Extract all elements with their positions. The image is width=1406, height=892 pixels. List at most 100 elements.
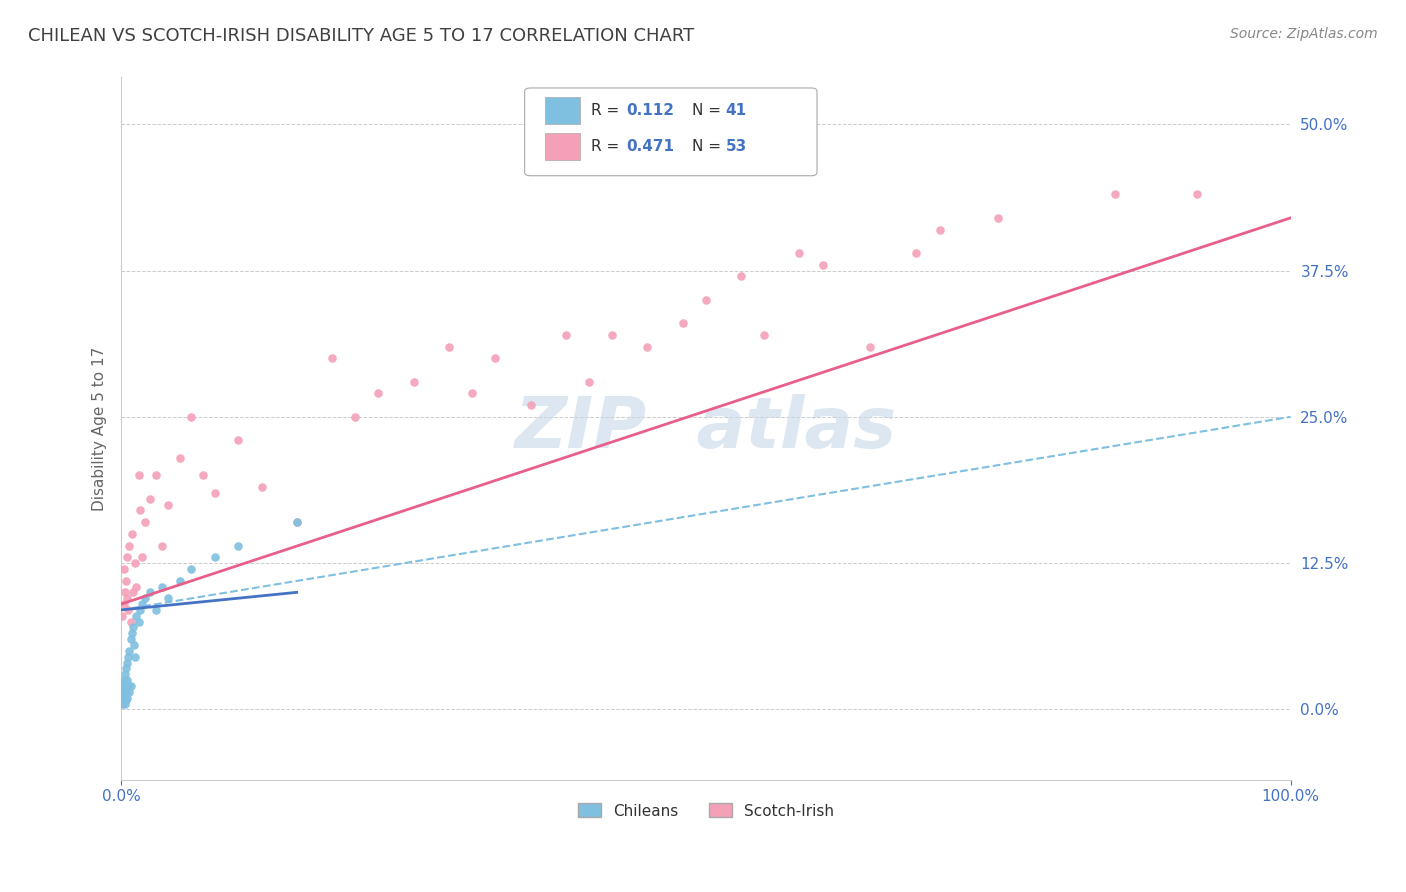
Y-axis label: Disability Age 5 to 17: Disability Age 5 to 17 (93, 346, 107, 510)
Point (122, 620, 145, 634)
Point (128, 468, 150, 483)
Point (139, 585, 162, 599)
Point (250, 480, 273, 494)
Text: N =: N = (692, 139, 725, 154)
Point (145, 603, 167, 617)
Point (285, 515, 308, 529)
Point (671, 316, 693, 330)
Text: Source: ZipAtlas.com: Source: ZipAtlas.com (1230, 27, 1378, 41)
Point (115, 685, 138, 699)
Point (367, 386, 389, 401)
Text: 53: 53 (725, 139, 747, 154)
Point (180, 562, 202, 576)
Point (285, 515, 308, 529)
Text: R =: R = (592, 103, 624, 118)
Point (111, 690, 134, 705)
Point (114, 667, 136, 681)
Point (204, 550, 226, 565)
Point (117, 603, 139, 617)
Point (156, 591, 179, 606)
Point (115, 591, 138, 606)
Point (115, 574, 138, 588)
Text: CHILEAN VS SCOTCH-IRISH DISABILITY AGE 5 TO 17 CORRELATION CHART: CHILEAN VS SCOTCH-IRISH DISABILITY AGE 5… (28, 27, 695, 45)
Point (112, 562, 135, 576)
Point (111, 608, 134, 623)
Point (115, 690, 138, 705)
Point (120, 615, 142, 629)
Point (111, 679, 134, 693)
Point (134, 515, 156, 529)
Text: 41: 41 (725, 103, 747, 118)
Point (150, 580, 173, 594)
Point (111, 697, 134, 711)
Point (987, 211, 1010, 225)
Point (519, 398, 541, 412)
Point (321, 351, 343, 366)
Point (115, 550, 138, 565)
Point (602, 327, 624, 342)
Point (118, 685, 141, 699)
Point (129, 603, 152, 617)
Point (118, 539, 141, 553)
Point (131, 597, 153, 611)
Point (695, 293, 717, 307)
Point (115, 661, 138, 675)
Text: 0.471: 0.471 (627, 139, 675, 154)
FancyBboxPatch shape (524, 88, 817, 176)
Point (134, 591, 156, 606)
Point (928, 222, 950, 236)
Point (112, 597, 135, 611)
Point (402, 375, 425, 389)
Point (226, 539, 249, 553)
Point (120, 632, 142, 647)
Point (1104, 187, 1126, 202)
Text: N =: N = (692, 103, 725, 118)
Point (204, 486, 226, 500)
Point (117, 649, 139, 664)
Point (122, 585, 145, 599)
FancyBboxPatch shape (544, 97, 579, 124)
Point (145, 468, 167, 483)
Point (111, 685, 134, 699)
Point (114, 585, 136, 599)
Point (461, 386, 484, 401)
Point (156, 498, 179, 512)
Point (122, 638, 145, 652)
Point (115, 693, 138, 707)
Point (131, 550, 153, 565)
Text: ZIP  atlas: ZIP atlas (515, 394, 897, 463)
Point (191, 468, 214, 483)
Point (226, 434, 249, 448)
Point (112, 673, 135, 687)
Point (484, 351, 506, 366)
Text: 0.112: 0.112 (627, 103, 675, 118)
Point (150, 539, 173, 553)
Point (115, 656, 138, 670)
Point (811, 258, 834, 272)
Point (112, 681, 135, 696)
Point (554, 327, 576, 342)
Point (121, 626, 143, 640)
Point (118, 644, 141, 658)
Point (859, 340, 882, 354)
Point (789, 246, 811, 260)
FancyBboxPatch shape (544, 134, 579, 161)
Point (124, 556, 146, 570)
Point (121, 526, 143, 541)
Point (180, 409, 202, 424)
Point (169, 450, 191, 465)
Point (117, 679, 139, 693)
Point (114, 676, 136, 690)
Point (169, 574, 191, 588)
Point (754, 327, 776, 342)
Point (114, 697, 136, 711)
Point (636, 340, 658, 354)
Legend: Chileans, Scotch-Irish: Chileans, Scotch-Irish (572, 797, 839, 824)
Point (128, 615, 150, 629)
Point (120, 679, 142, 693)
Point (437, 340, 460, 354)
Point (112, 693, 135, 707)
Point (115, 673, 138, 687)
Point (125, 608, 148, 623)
Point (124, 649, 146, 664)
